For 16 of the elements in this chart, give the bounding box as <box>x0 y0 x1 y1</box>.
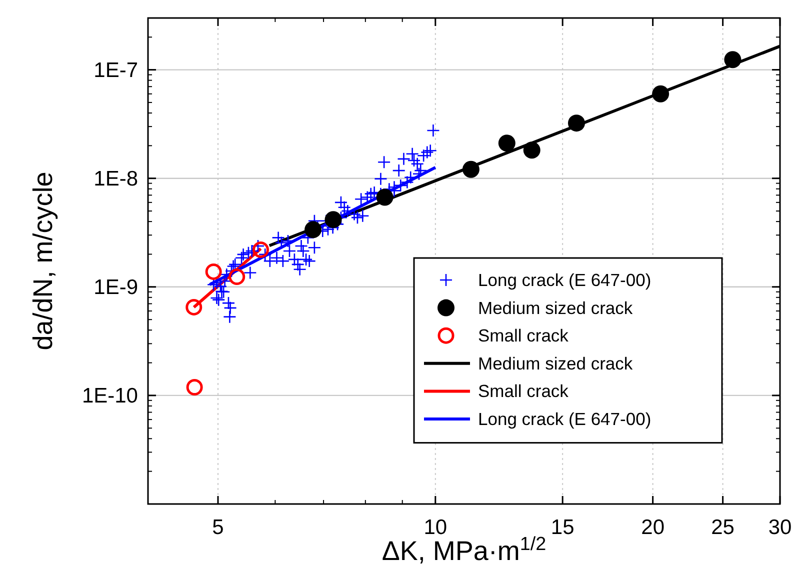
x-tick-label: 5 <box>212 516 224 539</box>
legend-label: Medium sized crack <box>478 298 633 318</box>
y-tick-label: 1E-10 <box>82 384 138 408</box>
legend-label: Medium sized crack <box>478 353 633 374</box>
y-tick-label: 1E-7 <box>94 58 138 82</box>
legend-label: Small crack <box>478 381 569 402</box>
x-tick-label: 15 <box>550 516 574 539</box>
y-tick-label: 1E-8 <box>94 167 138 190</box>
y-axis-title: da/dN, m/cycle <box>28 172 58 350</box>
legend-label: Long crack (E 647-00) <box>478 409 652 429</box>
x-tick-label: 20 <box>641 516 664 539</box>
x-tick-label: 30 <box>768 516 792 539</box>
legend-label: Long crack (E 647-00) <box>478 270 652 290</box>
legend-label: Small crack <box>478 326 569 346</box>
y-tick-label: 1E-9 <box>94 276 138 299</box>
x-tick-label: 25 <box>711 516 734 539</box>
